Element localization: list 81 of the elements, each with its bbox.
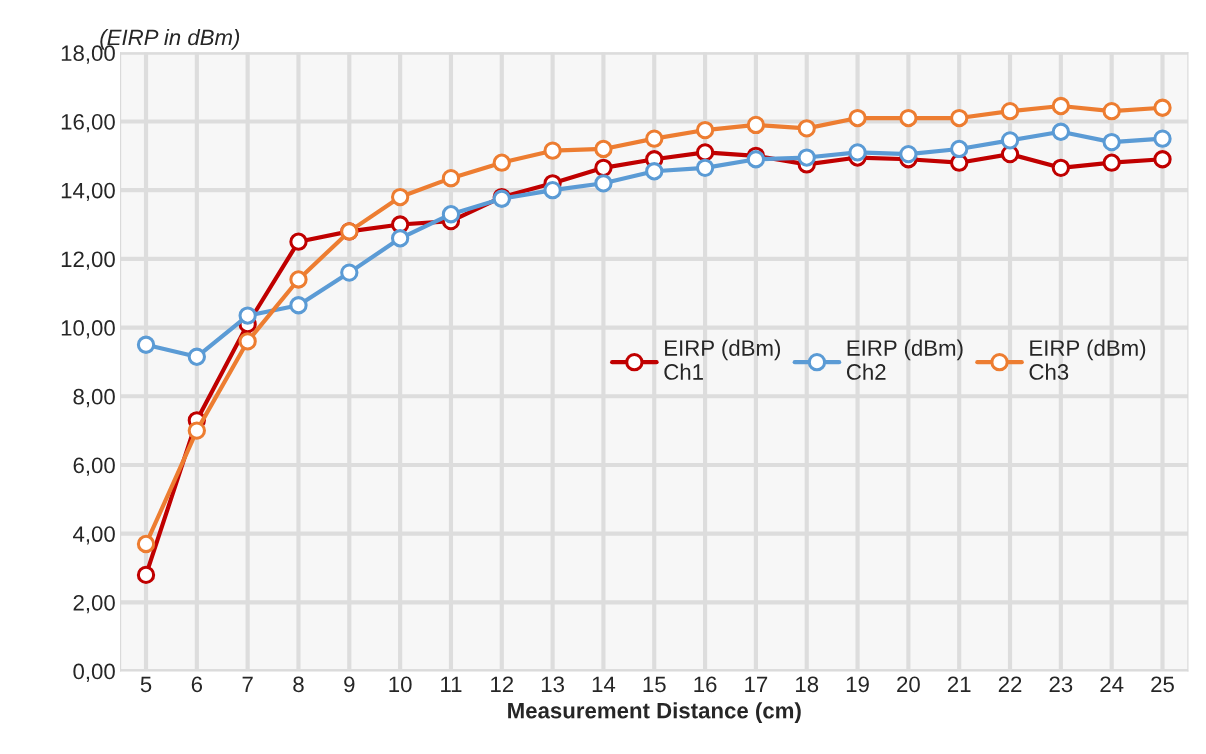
point — [136, 335, 156, 354]
point — [340, 263, 359, 282]
point — [1153, 98, 1172, 117]
y-tick-label: 4,00 — [73, 526, 115, 545]
point — [136, 534, 156, 554]
x-tick-label: 8 — [293, 676, 304, 693]
point — [950, 139, 969, 159]
y-tick-label: 16,00 — [61, 114, 115, 133]
point — [441, 168, 461, 188]
x-tick-label: 13 — [541, 676, 564, 693]
point — [797, 119, 816, 138]
x-tick-label: 20 — [897, 676, 920, 693]
point — [594, 174, 613, 193]
x-axis-title: Measurement Distance (cm) — [508, 702, 801, 723]
point — [390, 187, 410, 207]
point — [238, 332, 257, 351]
point — [1153, 129, 1172, 148]
y-tick-label: 6,00 — [73, 457, 115, 476]
point — [1102, 153, 1121, 172]
point — [136, 565, 156, 585]
point — [746, 115, 766, 135]
point — [695, 143, 715, 162]
x-tick-label: 19 — [846, 676, 869, 693]
y-tick-label: 10,00 — [61, 320, 115, 339]
x-tick-label: 7 — [242, 676, 253, 693]
x-tick-label: 21 — [947, 676, 971, 693]
x-tick-label: 16 — [694, 676, 717, 693]
x-tick-label: 14 — [592, 676, 616, 693]
x-tick-label: 22 — [998, 676, 1022, 693]
x-tick-label: 11 — [441, 676, 462, 693]
point — [594, 139, 613, 159]
x-tick-label: 17 — [745, 676, 768, 693]
point — [695, 120, 715, 140]
y-tick-label: 12,00 — [61, 251, 115, 270]
point — [950, 108, 969, 128]
point — [1051, 122, 1071, 141]
point — [1102, 102, 1121, 121]
point — [187, 347, 206, 366]
point — [695, 158, 715, 178]
legend-label: EIRP (dBm) Ch3 — [1029, 339, 1146, 380]
x-tick-label: 15 — [643, 676, 666, 693]
y-tick-label: 14,00 — [61, 182, 115, 202]
point — [390, 229, 410, 248]
point — [1051, 96, 1071, 116]
x-tick-label: 12 — [491, 676, 514, 693]
point — [441, 205, 461, 224]
point — [238, 306, 257, 325]
point — [1051, 158, 1071, 178]
point — [1000, 102, 1020, 121]
legend-label: EIRP (dBm) Ch2 — [846, 339, 963, 380]
point — [848, 108, 867, 128]
point — [289, 270, 308, 289]
y-tick-label: 2,00 — [73, 594, 115, 614]
point — [543, 141, 562, 160]
x-tick-label: 24 — [1100, 676, 1124, 693]
point — [746, 150, 766, 169]
point — [848, 143, 867, 162]
point — [594, 158, 613, 178]
x-tick-label: 18 — [796, 676, 819, 693]
x-tick-label: 23 — [1049, 676, 1073, 693]
point — [1102, 132, 1121, 152]
point — [645, 129, 664, 148]
point — [645, 162, 664, 181]
x-tick-label: 9 — [344, 676, 355, 693]
x-tick-label: 6 — [191, 676, 203, 693]
point — [289, 232, 308, 251]
legend-label: EIRP (dBm) Ch1 — [664, 339, 781, 380]
y-tick-label: 8,00 — [73, 388, 115, 408]
x-tick-label: 10 — [389, 676, 412, 693]
point — [899, 144, 918, 164]
x-tick-label: 25 — [1151, 676, 1174, 693]
point — [899, 108, 918, 128]
point — [492, 153, 511, 172]
point — [289, 296, 308, 315]
point — [797, 148, 816, 167]
point — [1153, 150, 1172, 169]
y-tick-label: 0,00 — [73, 663, 115, 682]
point — [187, 421, 206, 440]
point — [543, 181, 562, 200]
point — [1000, 131, 1020, 150]
x-tick-label: 5 — [140, 676, 152, 693]
